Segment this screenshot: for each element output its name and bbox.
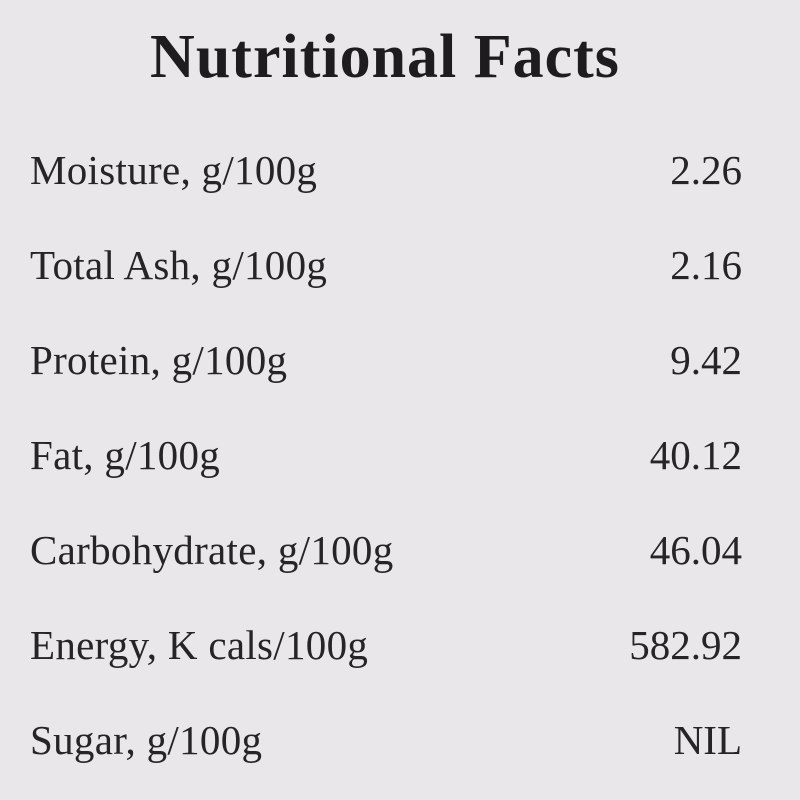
nutrition-row-moisture: Moisture, g/100g 2.26	[30, 140, 742, 200]
row-value: 2.16	[670, 242, 742, 288]
row-label: Fat, g/100g	[30, 432, 221, 478]
page-title: Nutritional Facts	[150, 23, 620, 91]
row-label: Protein, g/100g	[30, 337, 288, 383]
nutrition-row-fat: Fat, g/100g 40.12	[30, 425, 742, 485]
row-value: 2.26	[670, 147, 742, 193]
row-value: NIL	[673, 717, 742, 763]
row-value: 9.42	[670, 337, 742, 383]
row-label: Energy, K cals/100g	[30, 622, 369, 668]
nutrition-row-total-ash: Total Ash, g/100g 2.16	[30, 235, 742, 295]
nutrition-row-carbohydrate: Carbohydrate, g/100g 46.04	[30, 520, 742, 580]
row-label: Carbohydrate, g/100g	[30, 527, 394, 573]
row-value: 40.12	[649, 432, 742, 478]
nutrition-row-energy: Energy, K cals/100g 582.92	[30, 615, 742, 675]
row-label: Sugar, g/100g	[30, 717, 263, 763]
nutrition-row-sugar: Sugar, g/100g NIL	[30, 710, 742, 770]
row-value: 46.04	[649, 527, 742, 573]
row-value: 582.92	[629, 622, 742, 668]
row-label: Total Ash, g/100g	[30, 242, 328, 288]
nutrition-row-protein: Protein, g/100g 9.42	[30, 330, 742, 390]
row-label: Moisture, g/100g	[30, 147, 318, 193]
